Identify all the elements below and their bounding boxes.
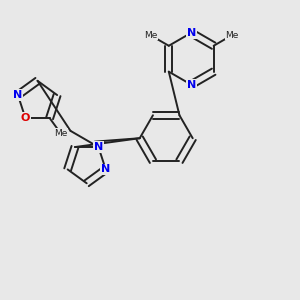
- Text: O: O: [21, 113, 30, 123]
- Text: Me: Me: [225, 31, 239, 40]
- Text: N: N: [13, 90, 22, 100]
- Text: N: N: [101, 164, 110, 174]
- Text: N: N: [187, 28, 196, 38]
- Text: N: N: [94, 142, 103, 152]
- Text: Me: Me: [54, 129, 67, 138]
- Text: N: N: [187, 80, 196, 90]
- Text: Me: Me: [144, 31, 157, 40]
